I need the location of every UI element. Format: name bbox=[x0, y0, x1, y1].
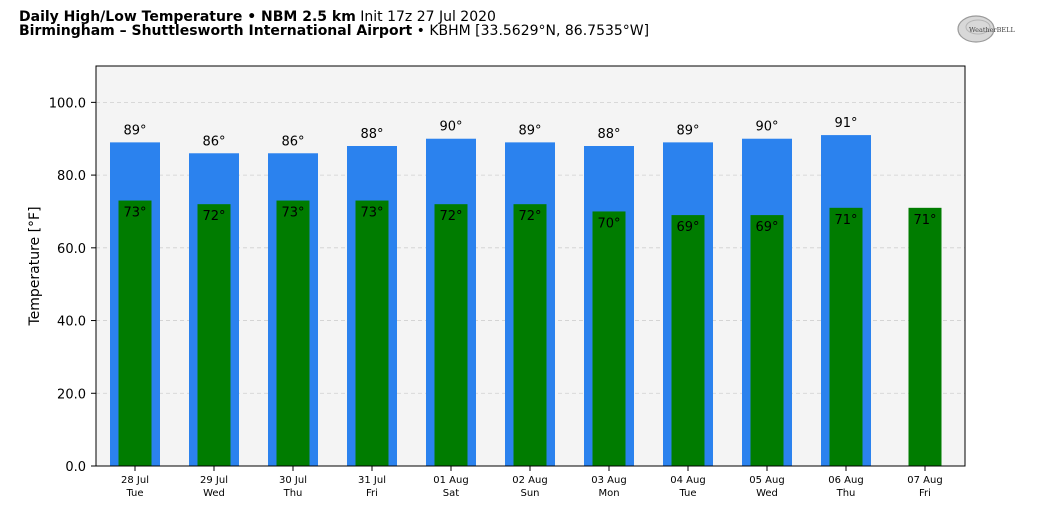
x-tick-date: 05 Aug bbox=[749, 475, 784, 486]
high-label: 89° bbox=[518, 123, 541, 138]
low-label: 69° bbox=[755, 220, 778, 235]
x-tick-day: Tue bbox=[678, 488, 696, 499]
x-tick-day: Fri bbox=[366, 488, 378, 499]
low-bar bbox=[276, 200, 310, 466]
low-label: 73° bbox=[123, 206, 146, 221]
high-label: 91° bbox=[834, 116, 857, 131]
low-bar bbox=[118, 200, 152, 466]
high-label: 89° bbox=[123, 123, 146, 138]
x-tick-date: 06 Aug bbox=[828, 475, 863, 486]
weatherbell-logo: WeatherBELL bbox=[957, 15, 1015, 43]
low-bar bbox=[829, 207, 863, 466]
high-label: 88° bbox=[597, 127, 620, 142]
y-tick-label: 60.0 bbox=[57, 242, 86, 257]
y-tick-label: 40.0 bbox=[57, 315, 86, 330]
x-tick-day: Tue bbox=[125, 488, 143, 499]
low-label: 71° bbox=[913, 213, 936, 228]
x-tick-day: Wed bbox=[203, 488, 225, 499]
init-time: Init 17z 27 Jul 2020 bbox=[360, 9, 496, 25]
x-tick-date: 07 Aug bbox=[907, 475, 942, 486]
x-tick-date: 30 Jul bbox=[279, 475, 307, 486]
high-label: 86° bbox=[202, 134, 225, 149]
low-label: 72° bbox=[518, 209, 541, 224]
high-label: 89° bbox=[676, 123, 699, 138]
low-bar bbox=[197, 204, 231, 466]
low-label: 73° bbox=[360, 206, 383, 221]
high-label: 90° bbox=[439, 120, 462, 135]
x-tick-day: Sun bbox=[520, 488, 539, 499]
low-bars bbox=[118, 200, 942, 466]
low-label: 72° bbox=[439, 209, 462, 224]
y-tick-label: 20.0 bbox=[57, 387, 86, 402]
x-tick-date: 31 Jul bbox=[358, 475, 386, 486]
y-tick-label: 80.0 bbox=[57, 169, 86, 184]
y-tick-label: 100.0 bbox=[49, 96, 86, 111]
location-title: Birmingham – Shuttlesworth International… bbox=[19, 23, 649, 39]
low-label: 72° bbox=[202, 209, 225, 224]
high-bars bbox=[110, 135, 871, 467]
low-bar bbox=[671, 215, 705, 466]
high-label: 88° bbox=[360, 127, 383, 142]
high-label: 90° bbox=[755, 120, 778, 135]
low-bar bbox=[434, 204, 468, 466]
low-bar bbox=[355, 200, 389, 466]
logo-text: WeatherBELL bbox=[969, 26, 1015, 34]
x-tick-date: 01 Aug bbox=[433, 475, 468, 486]
low-label: 70° bbox=[597, 216, 620, 231]
x-tick-date: 29 Jul bbox=[200, 475, 228, 486]
y-tick-label: 0.0 bbox=[65, 460, 86, 475]
x-tick-date: 04 Aug bbox=[670, 475, 705, 486]
low-bar bbox=[750, 215, 784, 466]
bar-labels: 89° 73° 86° 72° 86° 73° 88° 73° 90° 72° 89° 72° 88° 7… bbox=[123, 116, 936, 235]
x-axis: 28 Jul Tue 29 Jul Wed 30 Jul Thu 31 Jul Fri 01 A… bbox=[121, 466, 943, 499]
location-coords: • KBHM [33.5629°N, 86.7535°W] bbox=[416, 23, 650, 39]
location-name: Birmingham – Shuttlesworth International… bbox=[19, 23, 413, 39]
x-tick-day: Thu bbox=[836, 488, 856, 499]
x-tick-day: Wed bbox=[756, 488, 778, 499]
low-bar bbox=[592, 211, 626, 466]
y-axis: 0.0 20.0 40.0 60.0 80.0 100.0 bbox=[49, 96, 96, 475]
x-tick-day: Sat bbox=[443, 488, 459, 499]
x-tick-day: Fri bbox=[919, 488, 931, 499]
low-bar bbox=[908, 207, 942, 466]
x-tick-date: 03 Aug bbox=[591, 475, 626, 486]
x-tick-day: Thu bbox=[283, 488, 303, 499]
low-bar bbox=[513, 204, 547, 466]
y-axis-label: Temperature [°F] bbox=[27, 206, 43, 326]
low-label: 69° bbox=[676, 220, 699, 235]
low-label: 73° bbox=[281, 206, 304, 221]
low-label: 71° bbox=[834, 213, 857, 228]
title-bold: Daily High/Low Temperature • NBM 2.5 km bbox=[19, 9, 356, 25]
x-tick-date: 28 Jul bbox=[121, 475, 149, 486]
high-label: 86° bbox=[281, 134, 304, 149]
x-tick-day: Mon bbox=[598, 488, 619, 499]
chart-title: Daily High/Low Temperature • NBM 2.5 km … bbox=[19, 9, 496, 25]
x-tick-date: 02 Aug bbox=[512, 475, 547, 486]
